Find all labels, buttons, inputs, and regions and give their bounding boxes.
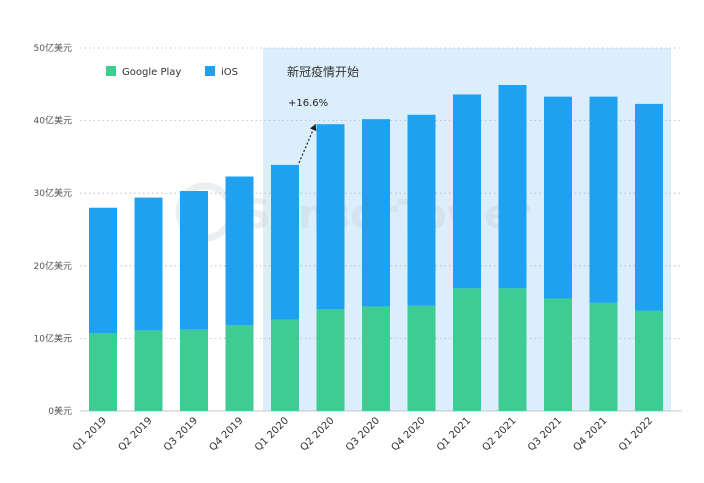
- bar-ios: [225, 176, 254, 326]
- y-tick-label: 20亿美元: [34, 260, 72, 272]
- bar-google-play: [453, 288, 481, 411]
- bar-ios: [589, 96, 618, 303]
- bar-google-play: [362, 306, 390, 411]
- bar-ios: [498, 85, 527, 289]
- x-axis: Q1 2019 Q2 2019 Q3 2019 Q4 2019 Q1 2020 Q2 20…: [71, 415, 655, 453]
- shaded-region-label: 新冠疫情开始: [287, 64, 359, 79]
- y-tick-label: 0美元: [48, 405, 72, 417]
- x-tick-label: Q1 2021: [435, 415, 473, 453]
- bar-ios: [180, 191, 208, 330]
- growth-label: +16.6%: [288, 98, 328, 109]
- x-tick-label: Q3 2020: [344, 415, 382, 453]
- x-tick-label: Q4 2019: [208, 415, 246, 453]
- bar-ios: [134, 197, 163, 331]
- bar-ios: [271, 164, 299, 320]
- growth-annotation: +16.6%: [288, 98, 328, 164]
- bar-google-play: [89, 333, 117, 411]
- bar-google-play: [635, 310, 663, 411]
- y-tick-label: 50亿美元: [34, 42, 72, 54]
- legend-label-google-play: Google Play: [122, 67, 181, 78]
- x-tick-label: Q4 2020: [390, 415, 428, 453]
- bar-google-play: [544, 298, 572, 411]
- y-tick-label: 30亿美元: [34, 187, 72, 199]
- bar-ios: [89, 207, 117, 334]
- bar-google-play: [498, 288, 527, 411]
- x-tick-label: Q1 2019: [71, 415, 109, 453]
- legend-swatch-ios: [205, 66, 215, 76]
- bar-google-play: [589, 302, 618, 411]
- legend-label-ios: iOS: [221, 67, 238, 78]
- x-tick-label: Q1 2020: [253, 415, 291, 453]
- bar-ios: [544, 96, 572, 299]
- bar-ios: [635, 103, 663, 311]
- bar-google-play: [180, 329, 208, 411]
- bar-google-play: [225, 325, 254, 411]
- x-tick-label: Q2 2019: [117, 415, 155, 453]
- x-tick-label: Q3 2021: [526, 415, 564, 453]
- bar-google-play: [407, 305, 436, 411]
- bar-google-play: [316, 309, 345, 411]
- x-tick-label: Q2 2021: [481, 415, 519, 453]
- bar-google-play: [271, 319, 299, 411]
- bar-ios: [453, 94, 481, 289]
- x-tick-label: Q2 2020: [299, 415, 337, 453]
- growth-arrow-head: [309, 124, 317, 132]
- bars: [89, 85, 663, 411]
- y-tick-label: 10亿美元: [34, 332, 72, 344]
- x-tick-label: Q3 2019: [162, 415, 200, 453]
- bar-ios: [362, 119, 390, 307]
- y-axis: 0美元 10亿美元 20亿美元 30亿美元 40亿美元 50亿美元: [34, 42, 72, 417]
- bar-google-play: [134, 330, 163, 411]
- bar-ios: [316, 124, 345, 310]
- x-tick-label: Q4 2021: [572, 415, 610, 453]
- y-tick-label: 40亿美元: [34, 115, 72, 127]
- bar-ios: [407, 114, 436, 306]
- growth-arrow: [298, 123, 317, 164]
- legend: Google Play iOS: [106, 66, 238, 78]
- legend-swatch-google-play: [106, 66, 116, 76]
- x-tick-label: Q1 2022: [617, 415, 655, 453]
